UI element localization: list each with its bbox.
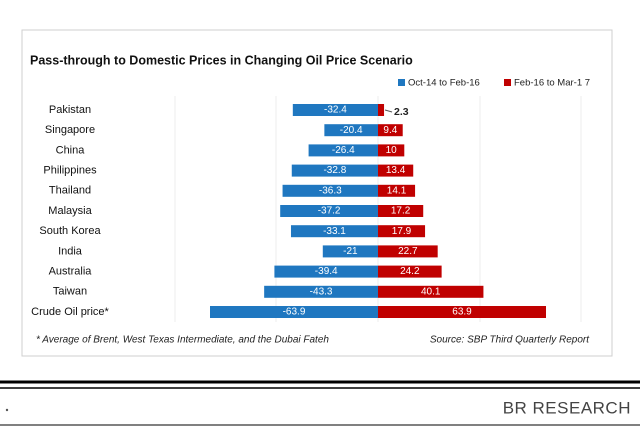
legend-swatch xyxy=(504,79,511,86)
bar xyxy=(378,225,426,238)
value-label: -37.2 xyxy=(318,206,341,217)
bar xyxy=(378,164,414,177)
value-label: 9.4 xyxy=(383,125,397,136)
bar xyxy=(378,285,484,298)
value-label: 17.9 xyxy=(392,226,412,237)
value-label: 24.2 xyxy=(400,266,420,277)
value-label: 22.7 xyxy=(398,246,418,257)
bar xyxy=(308,144,378,157)
bar xyxy=(378,265,442,278)
value-label: 10 xyxy=(386,145,398,156)
value-label: 40.1 xyxy=(421,286,441,297)
bar xyxy=(378,184,416,197)
value-label: -63.9 xyxy=(283,307,306,318)
category-label: Australia xyxy=(49,266,93,278)
legend-label: Oct-14 to Feb-16 xyxy=(408,78,480,89)
bar xyxy=(378,205,424,217)
value-label: 14.1 xyxy=(387,185,407,196)
source: Source: SBP Third Quarterly Report xyxy=(430,335,590,346)
value-label: -32.4 xyxy=(324,105,347,116)
value-label: -39.4 xyxy=(315,266,338,277)
value-label: -21 xyxy=(343,246,358,257)
category-label: India xyxy=(58,245,83,257)
value-label: -32.8 xyxy=(323,165,346,176)
value-label: -43.3 xyxy=(310,286,333,297)
bar xyxy=(290,225,378,238)
dot xyxy=(5,408,9,412)
category-label: Pakistan xyxy=(49,104,91,116)
category-label: South Korea xyxy=(39,225,101,237)
bar xyxy=(324,124,378,137)
category-label: Taiwan xyxy=(53,286,87,298)
value-label: -20.4 xyxy=(340,125,363,136)
category-label: Crude Oil price* xyxy=(31,306,109,318)
bar xyxy=(282,184,378,197)
bar xyxy=(378,144,405,157)
chart-title: Pass-through to Domestic Prices in Chang… xyxy=(30,53,413,67)
bar xyxy=(292,104,378,116)
bar xyxy=(210,306,378,318)
bar xyxy=(378,306,546,318)
value-label: -33.1 xyxy=(323,226,346,237)
category-label: Malaysia xyxy=(48,205,92,217)
bar xyxy=(378,245,438,258)
category-label: Singapore xyxy=(45,124,95,136)
value-label: 13.4 xyxy=(386,165,406,176)
value-label: 2.3 xyxy=(394,106,409,118)
bar xyxy=(264,285,378,298)
value-label: 63.9 xyxy=(452,307,472,318)
category-label: Thailand xyxy=(49,185,91,197)
brand: BR RESEARCH xyxy=(503,398,631,417)
value-label: 17.2 xyxy=(391,206,411,217)
leader-line xyxy=(384,109,393,113)
bar xyxy=(378,124,403,137)
bar xyxy=(274,265,378,278)
category-label: China xyxy=(56,144,86,156)
category-label: Philippines xyxy=(43,165,97,177)
footnote: * Average of Brent, West Texas Intermedi… xyxy=(36,335,329,346)
bar xyxy=(378,104,385,116)
legend-label: Feb-16 to Mar-1 7 xyxy=(514,78,590,89)
bar xyxy=(291,164,378,177)
value-label: -36.3 xyxy=(319,185,342,196)
value-label: -26.4 xyxy=(332,145,355,156)
bar xyxy=(280,205,378,217)
legend-swatch xyxy=(398,79,405,86)
bar xyxy=(322,245,378,258)
